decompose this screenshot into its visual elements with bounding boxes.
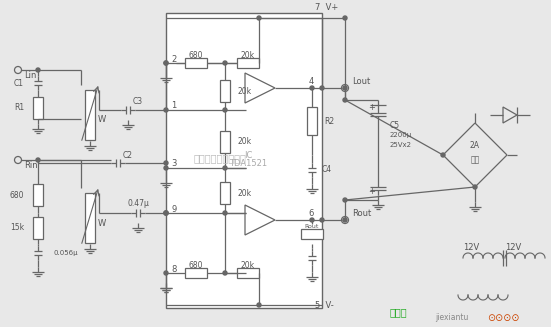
Circle shape: [257, 16, 261, 20]
Bar: [307, 107, 317, 135]
Text: 2A: 2A: [470, 141, 480, 149]
Text: 15k: 15k: [10, 223, 24, 232]
Text: 1: 1: [171, 101, 177, 111]
Bar: [237, 268, 259, 278]
Circle shape: [320, 86, 324, 90]
Bar: [166, 13, 322, 308]
Text: 680: 680: [189, 51, 203, 60]
Circle shape: [164, 61, 168, 65]
Bar: [220, 80, 230, 102]
Text: 680: 680: [189, 262, 203, 270]
Text: +: +: [368, 104, 375, 112]
Circle shape: [310, 86, 314, 90]
Text: 9: 9: [171, 204, 177, 214]
Bar: [85, 193, 95, 243]
Circle shape: [310, 218, 314, 222]
Text: 20k: 20k: [237, 188, 251, 198]
Bar: [220, 131, 230, 153]
Text: 680: 680: [9, 191, 24, 199]
Text: 20k: 20k: [237, 87, 251, 95]
Text: 12V: 12V: [463, 244, 479, 252]
Bar: [85, 90, 95, 140]
Text: W: W: [98, 115, 106, 125]
Circle shape: [473, 185, 477, 189]
Text: 12V: 12V: [505, 244, 521, 252]
Circle shape: [164, 271, 168, 275]
Text: Rout: Rout: [352, 209, 371, 217]
Text: 5  V-: 5 V-: [315, 301, 334, 309]
Text: 接线图: 接线图: [390, 307, 408, 317]
Bar: [185, 58, 207, 68]
Text: +: +: [368, 187, 375, 197]
Text: C4: C4: [322, 165, 332, 175]
Text: TDA1521: TDA1521: [229, 159, 267, 167]
Bar: [220, 182, 230, 204]
Text: Rout: Rout: [305, 225, 319, 230]
Circle shape: [257, 303, 261, 307]
Circle shape: [343, 86, 347, 90]
Text: 7  V+: 7 V+: [315, 4, 338, 12]
Circle shape: [164, 211, 168, 215]
Text: 2200μ: 2200μ: [390, 132, 412, 138]
Text: jiexiantu: jiexiantu: [435, 314, 468, 322]
Circle shape: [223, 108, 227, 112]
Bar: [237, 58, 259, 68]
Circle shape: [223, 271, 227, 275]
Text: 0.056μ: 0.056μ: [54, 250, 79, 256]
Text: 杭州省省技有限不司: 杭州省省技有限不司: [193, 153, 246, 163]
Text: R1: R1: [14, 104, 24, 112]
Circle shape: [164, 166, 168, 170]
Circle shape: [223, 61, 227, 65]
Bar: [33, 217, 43, 239]
Circle shape: [223, 166, 227, 170]
Text: Lin: Lin: [24, 71, 36, 79]
Circle shape: [36, 68, 40, 72]
Circle shape: [164, 108, 168, 112]
Circle shape: [223, 211, 227, 215]
Text: Rin: Rin: [24, 161, 37, 169]
Circle shape: [343, 98, 347, 102]
Circle shape: [164, 211, 168, 215]
Text: 2: 2: [171, 55, 177, 63]
Text: 6: 6: [309, 210, 314, 218]
Text: 0.47μ: 0.47μ: [127, 199, 149, 209]
Circle shape: [164, 211, 168, 215]
Bar: [33, 97, 43, 119]
Text: C1: C1: [14, 78, 24, 88]
Text: 3: 3: [171, 160, 177, 168]
Circle shape: [343, 198, 347, 202]
Text: C2: C2: [123, 150, 133, 160]
Text: 20k: 20k: [237, 137, 251, 146]
Text: 20k: 20k: [241, 262, 255, 270]
Bar: [185, 268, 207, 278]
Circle shape: [36, 158, 40, 162]
Text: 全桥: 全桥: [471, 156, 479, 164]
Text: 4: 4: [309, 77, 314, 87]
Circle shape: [164, 161, 168, 165]
Text: C3: C3: [133, 97, 143, 107]
Circle shape: [343, 16, 347, 20]
Bar: [33, 184, 43, 206]
Circle shape: [343, 218, 347, 222]
Text: 20k: 20k: [241, 51, 255, 60]
Text: C5: C5: [390, 121, 400, 129]
Circle shape: [441, 153, 445, 157]
Text: 8: 8: [171, 265, 177, 273]
Bar: [301, 229, 323, 239]
Text: R2: R2: [324, 116, 334, 126]
Circle shape: [164, 61, 168, 65]
Text: W: W: [98, 218, 106, 228]
Text: 25Vx2: 25Vx2: [390, 142, 412, 148]
Text: Lout: Lout: [352, 77, 370, 85]
Text: ⊙⊙⊙⊙: ⊙⊙⊙⊙: [487, 313, 520, 323]
Text: IC: IC: [244, 150, 252, 160]
Circle shape: [320, 218, 324, 222]
